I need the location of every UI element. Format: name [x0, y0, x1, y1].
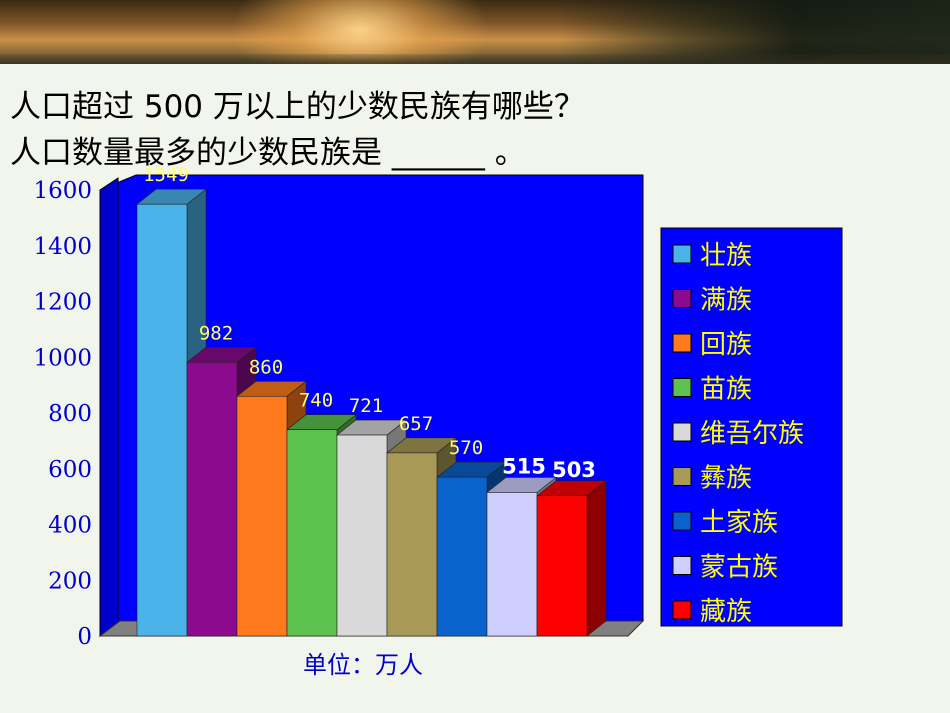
data-label: 1549: [143, 164, 189, 186]
legend-swatch: [672, 378, 692, 397]
legend-item-苗族: 苗族: [672, 375, 752, 405]
plot-side-wall: [99, 177, 119, 637]
bar-front: [286, 429, 338, 637]
legend-label: 土家族: [700, 508, 778, 538]
legend-item-满族: 满族: [672, 286, 752, 316]
legend-label: 彝族: [700, 464, 752, 494]
bar-藏族: [536, 480, 607, 637]
data-labels: 1549 982 860 740 721 657 570 515 503: [143, 164, 596, 482]
data-label: 860: [249, 356, 283, 378]
legend-swatch: [672, 422, 692, 442]
data-label: 570: [449, 437, 483, 459]
bar-front: [236, 395, 288, 637]
palm-silhouette: [560, 0, 950, 64]
bar-series: [136, 188, 607, 637]
legend-label: 苗族: [700, 375, 752, 405]
bar-side: [586, 480, 607, 637]
y-tick-label: 800: [48, 401, 92, 427]
y-tick-label: 1200: [33, 290, 92, 316]
legend-swatch: [672, 467, 692, 486]
question-2: 人口数量最多的少数民族是 ______ 。: [10, 135, 526, 171]
legend-item-藏族: 藏族: [672, 597, 752, 627]
header-banner: [0, 0, 950, 64]
bar-front: [436, 476, 488, 637]
legend-item-维吾尔族: 维吾尔族: [672, 419, 804, 449]
legend-swatch: [672, 333, 692, 353]
legend-label: 壮族: [700, 241, 752, 271]
legend-label: 蒙古族: [700, 553, 778, 583]
data-label: 740: [299, 390, 333, 412]
legend-item-彝族: 彝族: [672, 464, 752, 494]
legend-swatch: [672, 244, 692, 264]
data-label: 503: [552, 458, 596, 482]
y-tick-label: 1000: [33, 345, 92, 371]
legend-item-土家族: 土家族: [672, 508, 778, 538]
legend-swatch: [672, 289, 692, 308]
y-axis: 0 200 400 600 800 1000 1200 1400 1600: [33, 178, 92, 650]
bar-front: [486, 492, 538, 637]
legend-label: 藏族: [700, 597, 752, 627]
y-tick-label: 200: [48, 568, 92, 594]
legend-item-壮族: 壮族: [672, 241, 752, 271]
bar-front: [136, 203, 188, 637]
data-label: 721: [349, 395, 383, 417]
horizon-strip: [0, 54, 950, 64]
bar-front: [336, 434, 388, 637]
data-label: 515: [502, 454, 546, 478]
bar-front: [386, 452, 438, 637]
legend-label: 回族: [700, 330, 752, 360]
bar-front: [536, 495, 588, 637]
x-axis-label: 单位：万人: [303, 651, 423, 679]
legend-swatch: [672, 600, 692, 620]
data-label: 657: [399, 413, 433, 435]
y-tick-label: 400: [48, 513, 92, 539]
legend-swatch: [672, 511, 692, 531]
legend-swatch: [672, 556, 692, 575]
y-tick-label: 600: [48, 457, 92, 483]
sunset-glow: [230, 0, 490, 64]
data-label: 982: [199, 322, 233, 344]
y-tick-label: 1600: [33, 178, 92, 204]
y-tick-label: 0: [77, 624, 92, 650]
y-tick-label: 1400: [33, 234, 92, 260]
bar-front: [186, 361, 238, 637]
legend-item-蒙古族: 蒙古族: [672, 553, 778, 583]
question-1: 人口超过 500 万以上的少数民族有哪些？: [10, 89, 585, 125]
legend-item-回族: 回族: [672, 330, 752, 360]
legend-label: 满族: [700, 286, 752, 316]
legend-label: 维吾尔族: [700, 419, 804, 449]
